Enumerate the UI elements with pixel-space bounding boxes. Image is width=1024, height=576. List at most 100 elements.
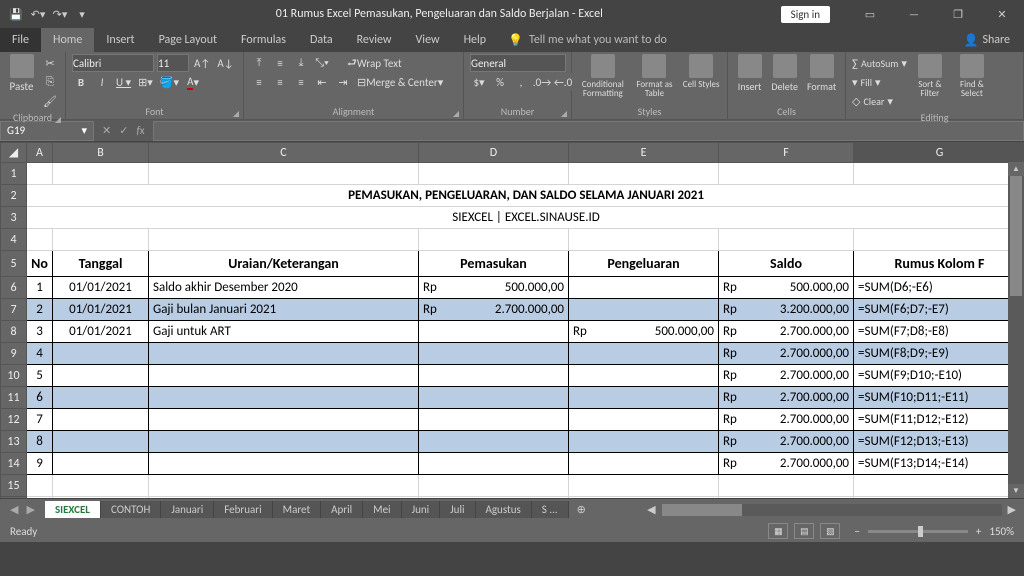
bold-button[interactable]: B xyxy=(72,73,90,91)
format-painter-icon[interactable]: 🖌 xyxy=(41,92,59,110)
sheet-tab[interactable]: Agustus xyxy=(476,501,532,518)
view-normal-icon[interactable]: ▦ xyxy=(768,523,788,539)
paste-button[interactable]: Paste xyxy=(6,54,37,93)
tab-data[interactable]: Data xyxy=(298,28,345,52)
sheet-nav-next-icon[interactable]: ▶ xyxy=(26,503,34,516)
align-top-icon[interactable]: ⤒ xyxy=(250,54,268,72)
spreadsheet-grid[interactable]: ◢ A B C D E F G 12PEMASUKAN, PENGELUARAN… xyxy=(0,142,1024,498)
row-header[interactable]: 1 xyxy=(1,163,27,185)
format-cells-button[interactable]: Format xyxy=(804,54,839,93)
sheet-tab[interactable]: Februari xyxy=(214,501,272,518)
dialog-launcher-icon[interactable]: ◢ xyxy=(561,109,567,119)
insert-cells-button[interactable]: Insert xyxy=(734,54,765,93)
cancel-formula-icon[interactable]: ✕ xyxy=(102,124,111,137)
sheet-tab[interactable]: Juli xyxy=(440,501,475,518)
col-header[interactable]: F xyxy=(719,143,854,163)
tab-formulas[interactable]: Formulas xyxy=(229,28,298,52)
tab-review[interactable]: Review xyxy=(345,28,404,52)
row-header[interactable]: 7 xyxy=(1,299,27,321)
format-as-table-button[interactable]: Format as Table xyxy=(632,54,678,98)
signin-button[interactable]: Sign in xyxy=(781,6,830,23)
row-header[interactable]: 3 xyxy=(1,207,27,229)
zoom-out-button[interactable]: − xyxy=(854,525,859,538)
dialog-launcher-icon[interactable]: ◢ xyxy=(55,115,61,125)
row-header[interactable]: 6 xyxy=(1,277,27,299)
align-right-icon[interactable]: ≡ xyxy=(292,73,310,91)
align-center-icon[interactable]: ≡ xyxy=(271,73,289,91)
dialog-launcher-icon[interactable]: ◢ xyxy=(453,109,459,119)
font-size-combo[interactable] xyxy=(157,54,189,72)
row-header[interactable]: 11 xyxy=(1,387,27,409)
row-header[interactable]: 9 xyxy=(1,343,27,365)
font-name-combo[interactable] xyxy=(72,54,154,72)
row-header[interactable]: 2 xyxy=(1,185,27,207)
fill-color-button[interactable]: 🪣▾ xyxy=(158,73,181,91)
clear-icon[interactable]: ◇ xyxy=(852,95,860,108)
fill-icon[interactable]: ▾ xyxy=(852,76,858,89)
increase-indent-icon[interactable]: ⇥ xyxy=(334,73,352,91)
row-header[interactable]: 10 xyxy=(1,365,27,387)
row-header[interactable]: 13 xyxy=(1,431,27,453)
tell-me[interactable]: 💡Tell me what you want to do xyxy=(498,28,677,52)
close-icon[interactable]: ✕ xyxy=(980,0,1024,28)
hscroll-thumb[interactable] xyxy=(662,504,742,516)
dialog-launcher-icon[interactable]: ◢ xyxy=(233,109,239,119)
find-select-button[interactable]: Find & Select xyxy=(953,54,991,98)
row-header[interactable]: 4 xyxy=(1,229,27,251)
fill-label[interactable]: Fill xyxy=(861,76,872,89)
comma-format-icon[interactable]: , xyxy=(512,73,530,91)
italic-button[interactable]: I xyxy=(93,73,111,91)
view-page-layout-icon[interactable]: ▤ xyxy=(794,523,814,539)
vertical-scrollbar[interactable]: ▲ ▼ xyxy=(1008,162,1024,498)
save-icon[interactable]: 💾 xyxy=(8,6,24,22)
border-button[interactable]: ⊞▾ xyxy=(136,73,155,91)
decrease-indent-icon[interactable]: ⇤ xyxy=(313,73,331,91)
orientation-icon[interactable]: ⤡▾ xyxy=(313,54,331,72)
redo-icon[interactable]: ↷▾ xyxy=(52,6,68,22)
tab-insert[interactable]: Insert xyxy=(94,28,146,52)
zoom-slider[interactable] xyxy=(868,530,968,533)
tab-page-layout[interactable]: Page Layout xyxy=(147,28,229,52)
copy-icon[interactable]: ⎘ xyxy=(41,73,59,91)
fx-icon[interactable]: fx xyxy=(136,124,144,137)
zoom-in-button[interactable]: + xyxy=(976,525,981,538)
col-header[interactable]: G xyxy=(854,143,1024,163)
scroll-down-icon[interactable]: ▼ xyxy=(1008,484,1024,498)
zoom-level[interactable]: 150% xyxy=(989,525,1014,538)
align-bottom-icon[interactable]: ⤓ xyxy=(292,54,310,72)
sheet-nav-prev-icon[interactable]: ◀ xyxy=(10,503,18,516)
undo-icon[interactable]: ↶▾ xyxy=(30,6,46,22)
row-header[interactable]: 14 xyxy=(1,453,27,475)
underline-button[interactable]: U ▾ xyxy=(114,73,133,91)
font-color-button[interactable]: A▾ xyxy=(184,73,202,91)
scroll-up-icon[interactable]: ▲ xyxy=(1008,162,1024,176)
sort-filter-button[interactable]: Sort & Filter xyxy=(911,54,949,98)
autosum-label[interactable]: AutoSum xyxy=(861,57,898,70)
horizontal-scrollbar[interactable] xyxy=(662,504,1002,516)
tab-help[interactable]: Help xyxy=(452,28,499,52)
sheet-tab[interactable]: Mei xyxy=(363,501,401,518)
share-button[interactable]: 👤Share xyxy=(949,28,1024,52)
percent-format-icon[interactable]: % xyxy=(491,73,509,91)
merge-center-button[interactable]: ⊟ Merge & Center ▾ xyxy=(355,73,445,91)
col-header[interactable]: B xyxy=(53,143,149,163)
row-header[interactable]: 16 xyxy=(1,497,27,499)
col-header[interactable]: E xyxy=(569,143,719,163)
cell-styles-button[interactable]: Cell Styles xyxy=(681,54,721,89)
decrease-font-icon[interactable]: A↓ xyxy=(215,54,235,72)
tab-file[interactable]: File xyxy=(0,28,41,52)
maximize-icon[interactable]: ❐ xyxy=(936,0,980,28)
sheet-tab[interactable]: April xyxy=(321,501,363,518)
delete-cells-button[interactable]: Delete xyxy=(769,54,800,93)
col-header[interactable]: A xyxy=(27,143,53,163)
row-header[interactable]: 5 xyxy=(1,251,27,277)
row-header[interactable]: 12 xyxy=(1,409,27,431)
sheet-tab[interactable]: CONTOH xyxy=(101,501,161,518)
increase-font-icon[interactable]: A↑ xyxy=(192,54,212,72)
decrease-decimal-icon[interactable]: ←.0 xyxy=(554,73,572,91)
row-header[interactable]: 8 xyxy=(1,321,27,343)
col-header[interactable]: D xyxy=(419,143,569,163)
wrap-text-button[interactable]: ⮐ Wrap Text xyxy=(345,54,404,72)
minimize-icon[interactable]: — xyxy=(892,0,936,28)
tab-home[interactable]: Home xyxy=(41,28,94,52)
